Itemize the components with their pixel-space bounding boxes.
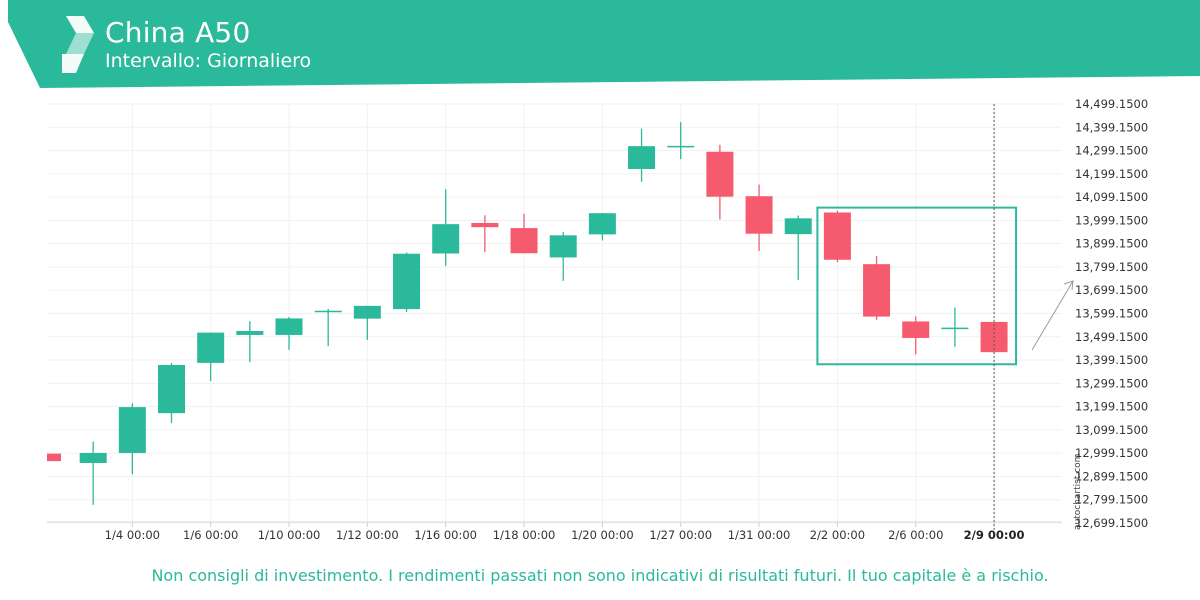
y-tick-label: 14,399.1500 [1075,120,1148,134]
x-tick-label: 1/4 00:00 [105,528,160,542]
candle-body [79,452,107,463]
y-tick-label: 12,699.1500 [1075,516,1148,530]
y-tick-label: 13,699.1500 [1075,283,1148,297]
y-tick-label: 13,199.1500 [1075,400,1148,414]
candle [314,308,342,347]
x-axis: 1/4 00:00 1/6 00:00 1/10 00:00 1/12 00:00 1/… [47,521,1062,542]
x-tick-label: 1/16 00:00 [414,528,477,542]
header-banner: China A50 Intervallo: Giornaliero [0,0,1200,90]
y-axis: 14,499.1500 14,399.1500 14,299.1500 14,199.… [1075,97,1148,530]
y-tick-label: 13,799.1500 [1075,260,1148,274]
candle-body [118,407,146,453]
x-tick-label: 2/9 00:00 [964,528,1025,542]
header-background [0,0,1200,88]
pattern-highlight-box [816,206,1018,366]
candle-body [588,213,616,235]
candle [549,232,577,281]
candle-body [549,235,577,258]
y-tick-label: 13,899.1500 [1075,237,1148,251]
x-tick-label: 1/20 00:00 [571,528,634,542]
x-tick-label: 2/2 00:00 [810,528,865,542]
candle-body [706,151,734,197]
y-tick-label: 13,399.1500 [1075,353,1148,367]
x-tick-label: 1/6 00:00 [183,528,238,542]
x-tick-label: 1/27 00:00 [649,528,712,542]
candle [941,307,969,347]
candles [47,122,1008,505]
candle-body [236,330,264,335]
candle-body [353,305,381,319]
candle-body [784,218,812,235]
candle [275,317,303,350]
grid [47,103,1062,524]
candle-body [902,321,930,338]
x-tick-label: 1/31 00:00 [728,528,791,542]
candle [628,128,656,182]
candle-body [197,332,225,363]
y-tick-label: 13,999.1500 [1075,213,1148,227]
autochartist-logo-icon [62,16,94,73]
candle [197,332,225,382]
candle [510,213,538,254]
candle-body [393,253,421,310]
y-tick-label: 14,299.1500 [1075,144,1148,158]
chart-title: China A50 [105,16,251,49]
candle [393,252,421,313]
candle-body [863,264,891,317]
y-tick-label: 13,299.1500 [1075,376,1148,390]
x-tick-label: 1/12 00:00 [336,528,399,542]
x-tick-label: 1/18 00:00 [493,528,556,542]
candle [706,144,734,220]
y-tick-label: 13,099.1500 [1075,423,1148,437]
pattern-overlay [816,104,1074,530]
candle [353,305,381,340]
candle [745,184,773,251]
candle-body [823,212,851,260]
candle-body [432,224,460,254]
y-tick-label: 14,199.1500 [1075,167,1148,181]
x-tick-label: 2/6 00:00 [888,528,943,542]
candle-body [158,364,186,414]
candle-body [745,196,773,234]
candle [588,212,616,241]
candle [823,210,851,263]
y-tick-label: 12,799.1500 [1075,493,1148,507]
y-tick-label: 13,599.1500 [1075,307,1148,321]
candle-body [471,222,499,228]
y-tick-label: 12,899.1500 [1075,469,1148,483]
disclaimer: Non consigli di investimento. I rendimen… [151,566,1049,585]
candle-body [628,146,656,169]
chart-interval-label: Intervallo: Giornaliero [105,50,312,72]
projection-arrow-head [1063,280,1074,291]
candle [784,215,812,281]
y-tick-label: 14,099.1500 [1075,190,1148,204]
candle [667,122,695,160]
candle [863,256,891,320]
y-tick-label: 12,999.1500 [1075,446,1148,460]
candle-body [47,453,61,462]
candle-body [275,318,303,335]
projection-arrow [1031,280,1074,351]
candle-body [510,228,538,254]
y-tick-label: 13,499.1500 [1075,330,1148,344]
watermark: autochartist.com [1073,453,1083,530]
candle [902,316,930,355]
candle [47,453,61,462]
candle [471,215,499,253]
candle [236,321,264,363]
candle [158,362,186,423]
candle [79,441,107,505]
header-band [0,0,1200,88]
x-tick-label: 1/10 00:00 [258,528,321,542]
candle [118,403,146,475]
y-tick-label: 14,499.1500 [1075,97,1148,111]
candle [432,189,460,266]
